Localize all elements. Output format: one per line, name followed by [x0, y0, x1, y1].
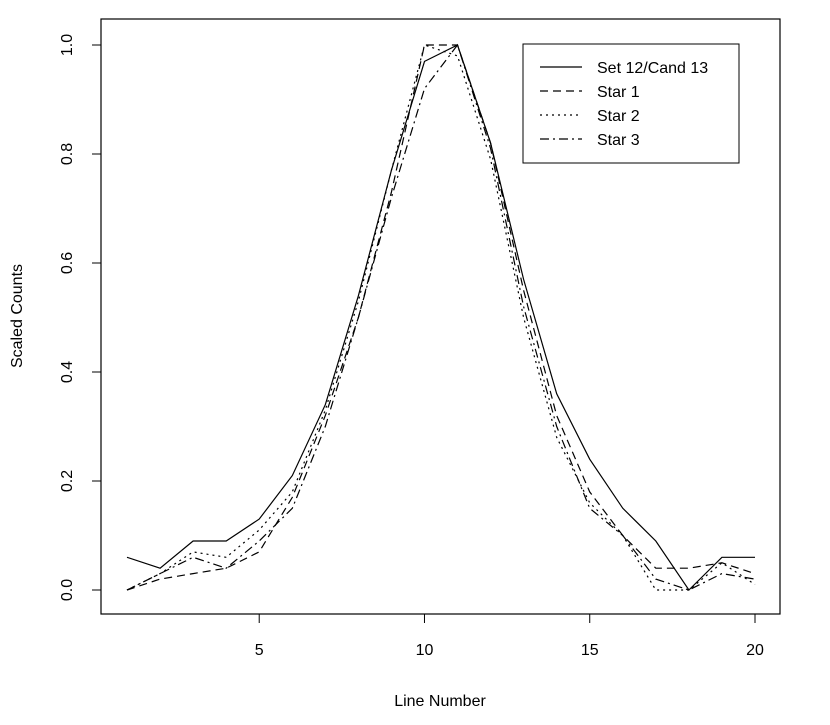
- series-line: [126, 44, 756, 591]
- y-tick-label: 0.2: [59, 470, 76, 492]
- x-tick-label: 20: [746, 642, 764, 659]
- x-tick-label: 10: [416, 642, 434, 659]
- x-axis: 5 10 15 20: [255, 614, 764, 659]
- series-lines: [126, 43, 756, 591]
- legend-label: Star 2: [597, 108, 640, 125]
- series-line: [126, 44, 755, 591]
- y-axis-label: Scaled Counts: [9, 264, 26, 368]
- series-line: [126, 44, 756, 591]
- y-tick-label: 1.0: [59, 34, 76, 56]
- legend: Set 12/Cand 13 Star 1 Star 2 Star 3: [522, 43, 740, 164]
- x-axis-label: Line Number: [394, 693, 486, 710]
- series-line: [126, 43, 756, 591]
- legend-box: [522, 43, 740, 164]
- legend-label: Star 3: [597, 132, 640, 149]
- y-tick-label: 0.4: [59, 361, 76, 383]
- x-tick-label: 15: [581, 642, 599, 659]
- y-tick-label: 0.8: [59, 143, 76, 165]
- y-axis: 0.0 0.2 0.4 0.6 0.8 1.0: [59, 34, 101, 601]
- legend-label: Set 12/Cand 13: [597, 60, 708, 77]
- y-tick-label: 0.6: [59, 252, 76, 274]
- legend-label: Star 1: [597, 84, 640, 101]
- y-tick-label: 0.0: [59, 579, 76, 601]
- x-tick-label: 5: [255, 642, 264, 659]
- plot-frame: [100, 18, 781, 615]
